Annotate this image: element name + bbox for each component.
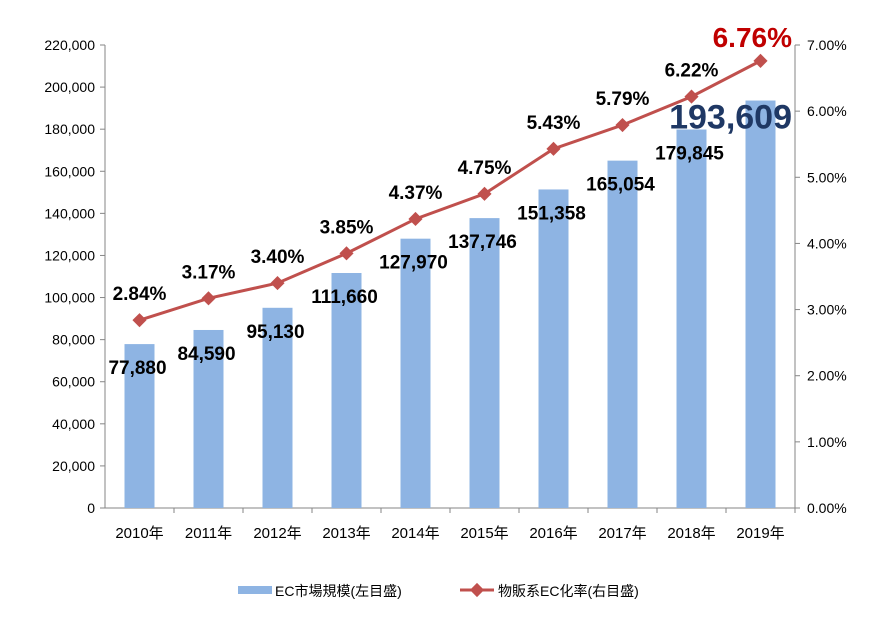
right-tick-label: 3.00% [807, 302, 847, 318]
x-tick-label: 2013年 [322, 525, 370, 542]
line-marker [477, 186, 492, 201]
bar-data-label: 193,609 [669, 99, 792, 137]
legend-line-label: 物販系EC化率(右目盛) [498, 583, 639, 599]
legend-bar-swatch [238, 586, 272, 594]
line-marker [270, 276, 285, 291]
bar [607, 160, 638, 508]
left-tick-label: 140,000 [44, 205, 95, 221]
bar-data-label: 77,880 [108, 358, 166, 379]
line-marker [684, 89, 699, 104]
bar [124, 344, 155, 508]
x-tick-label: 2019年 [736, 525, 784, 542]
left-tick-label: 60,000 [52, 374, 95, 390]
line-series [139, 59, 762, 322]
bar [676, 129, 707, 508]
bar [331, 273, 362, 508]
x-tick-label: 2016年 [529, 525, 577, 542]
right-tick-label: 0.00% [807, 500, 847, 516]
x-tick-label: 2012年 [253, 525, 301, 542]
bar-data-label: 137,746 [448, 232, 517, 253]
bar [193, 329, 224, 508]
line-marker [201, 291, 216, 306]
line-marker [753, 53, 768, 68]
x-tick-label: 2017年 [598, 525, 646, 542]
left-tick-label: 200,000 [44, 79, 95, 95]
bar-data-label: 95,130 [246, 322, 304, 343]
bar [400, 238, 431, 508]
bar [469, 218, 500, 508]
x-tick-label: 2015年 [460, 525, 508, 542]
bar [262, 307, 293, 508]
right-tick-label: 5.00% [807, 169, 847, 185]
left-tick-label: 160,000 [44, 163, 95, 179]
bar-data-label: 165,054 [586, 175, 655, 196]
x-tick-label: 2011年 [185, 525, 232, 542]
bar-data-label: 127,970 [379, 253, 448, 274]
bar [745, 100, 776, 508]
legend-line-marker [469, 582, 485, 598]
bar-data-label: 111,660 [311, 287, 378, 308]
bar-data-label: 151,358 [517, 203, 586, 224]
left-tick-label: 220,000 [44, 37, 95, 53]
left-tick-label: 120,000 [44, 247, 95, 263]
x-tick-label: 2018年 [667, 525, 715, 542]
line-data-label: 5.79% [596, 89, 650, 110]
left-tick-label: 0 [87, 500, 95, 516]
line-data-label: 5.43% [527, 113, 581, 134]
x-tick-label: 2010年 [115, 525, 163, 542]
left-tick-label: 100,000 [44, 290, 95, 306]
line-marker [546, 141, 561, 156]
bar [538, 189, 569, 508]
line-marker [132, 313, 147, 328]
line-data-label: 4.37% [389, 183, 443, 204]
left-tick-label: 20,000 [52, 458, 95, 474]
line-marker [615, 117, 630, 133]
right-tick-label: 7.00% [807, 37, 847, 53]
right-tick-label: 2.00% [807, 368, 847, 384]
line-data-label: 4.75% [458, 158, 512, 179]
bar-data-label: 179,845 [655, 144, 724, 165]
line-data-label: 3.40% [251, 247, 305, 268]
line-data-label: 6.76% [713, 22, 792, 53]
right-tick-label: 4.00% [807, 235, 847, 251]
legend-bar-label: EC市場規模(左目盛) [275, 583, 402, 599]
line-marker [339, 246, 354, 261]
line-marker [408, 211, 423, 227]
bar-data-label: 84,590 [177, 344, 235, 365]
line-data-label: 2.84% [113, 284, 167, 305]
left-tick-label: 80,000 [52, 332, 95, 348]
right-tick-label: 6.00% [807, 103, 847, 119]
right-tick-label: 1.00% [807, 434, 847, 450]
line-data-label: 3.17% [182, 262, 236, 283]
x-tick-label: 2014年 [391, 525, 439, 542]
line-data-label: 6.22% [665, 61, 719, 82]
left-tick-label: 40,000 [52, 416, 95, 432]
line-data-label: 3.85% [320, 217, 374, 238]
left-tick-label: 180,000 [44, 121, 95, 137]
